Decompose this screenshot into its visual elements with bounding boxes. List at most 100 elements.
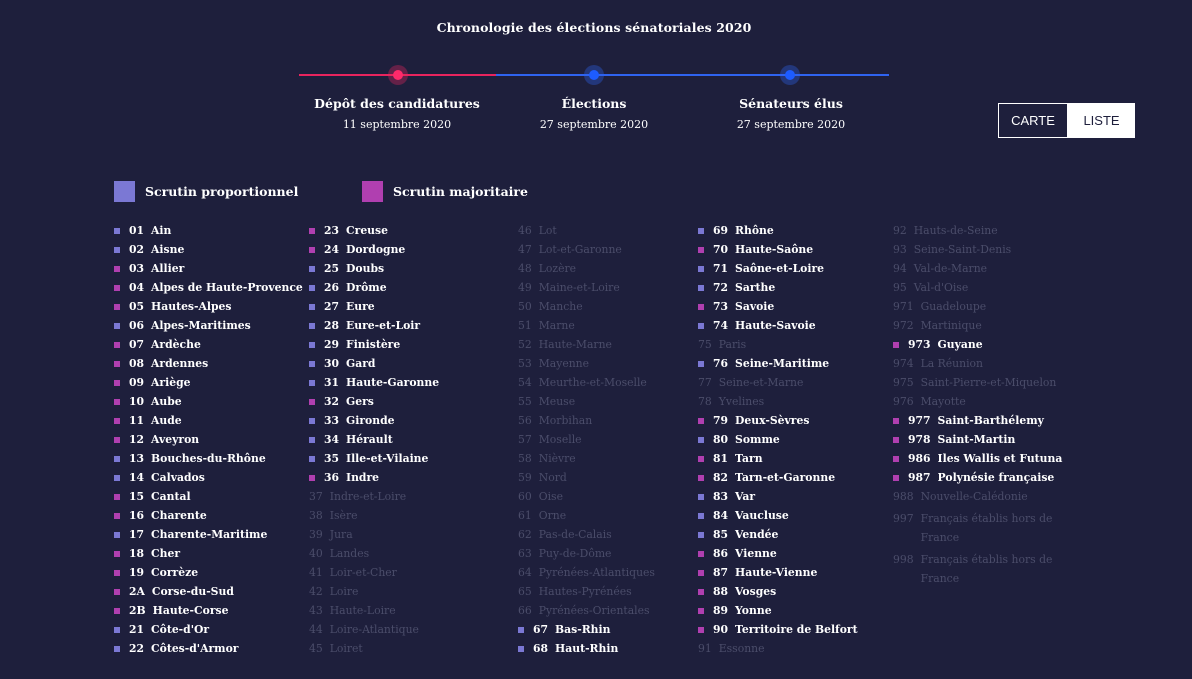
department-item[interactable]: 10 Aube: [114, 392, 303, 411]
department-item[interactable]: 87 Haute-Vienne: [698, 563, 858, 582]
department-item[interactable]: 32 Gers: [309, 392, 439, 411]
department-item[interactable]: 13 Bouches-du-Rhône: [114, 449, 303, 468]
department-item[interactable]: 62 Pas-de-Calais: [518, 525, 655, 544]
department-item[interactable]: 89 Yonne: [698, 601, 858, 620]
department-item[interactable]: 30 Gard: [309, 354, 439, 373]
department-item[interactable]: 29 Finistère: [309, 335, 439, 354]
department-item[interactable]: 43 Haute-Loire: [309, 601, 439, 620]
department-item[interactable]: 91 Essonne: [698, 639, 858, 658]
department-item[interactable]: 77 Seine-et-Marne: [698, 373, 858, 392]
department-item[interactable]: 86 Vienne: [698, 544, 858, 563]
department-item[interactable]: 74 Haute-Savoie: [698, 316, 858, 335]
department-item[interactable]: 19 Corrèze: [114, 563, 303, 582]
department-item[interactable]: 02 Aisne: [114, 240, 303, 259]
department-item[interactable]: 971 Guadeloupe: [893, 297, 1062, 316]
department-item[interactable]: 976 Mayotte: [893, 392, 1062, 411]
department-item[interactable]: 85 Vendée: [698, 525, 858, 544]
department-item[interactable]: 46 Lot: [518, 221, 655, 240]
department-item[interactable]: 11 Aude: [114, 411, 303, 430]
department-item[interactable]: 80 Somme: [698, 430, 858, 449]
department-item[interactable]: 26 Drôme: [309, 278, 439, 297]
department-item[interactable]: 71 Saône-et-Loire: [698, 259, 858, 278]
department-item[interactable]: 12 Aveyron: [114, 430, 303, 449]
department-item[interactable]: 36 Indre: [309, 468, 439, 487]
department-item[interactable]: 78 Yvelines: [698, 392, 858, 411]
department-item[interactable]: 42 Loire: [309, 582, 439, 601]
department-item[interactable]: 974 La Réunion: [893, 354, 1062, 373]
department-item[interactable]: 01 Ain: [114, 221, 303, 240]
department-item[interactable]: 998 Français établis hors de France: [893, 547, 1062, 588]
department-item[interactable]: 47 Lot-et-Garonne: [518, 240, 655, 259]
department-item[interactable]: 70 Haute-Saône: [698, 240, 858, 259]
department-item[interactable]: 82 Tarn-et-Garonne: [698, 468, 858, 487]
department-item[interactable]: 81 Tarn: [698, 449, 858, 468]
department-item[interactable]: 977 Saint-Barthélemy: [893, 411, 1062, 430]
department-item[interactable]: 24 Dordogne: [309, 240, 439, 259]
department-item[interactable]: 95 Val-d'Oise: [893, 278, 1062, 297]
department-item[interactable]: 38 Isère: [309, 506, 439, 525]
department-item[interactable]: 51 Marne: [518, 316, 655, 335]
department-item[interactable]: 988 Nouvelle-Calédonie: [893, 487, 1062, 506]
department-item[interactable]: 90 Territoire de Belfort: [698, 620, 858, 639]
department-item[interactable]: 44 Loire-Atlantique: [309, 620, 439, 639]
department-item[interactable]: 06 Alpes-Maritimes: [114, 316, 303, 335]
department-item[interactable]: 05 Hautes-Alpes: [114, 297, 303, 316]
department-item[interactable]: 35 Ille-et-Vilaine: [309, 449, 439, 468]
department-item[interactable]: 07 Ardèche: [114, 335, 303, 354]
department-item[interactable]: 79 Deux-Sèvres: [698, 411, 858, 430]
department-item[interactable]: 48 Lozère: [518, 259, 655, 278]
department-item[interactable]: 72 Sarthe: [698, 278, 858, 297]
department-item[interactable]: 88 Vosges: [698, 582, 858, 601]
department-item[interactable]: 41 Loir-et-Cher: [309, 563, 439, 582]
department-item[interactable]: 45 Loiret: [309, 639, 439, 658]
department-item[interactable]: 16 Charente: [114, 506, 303, 525]
department-item[interactable]: 67 Bas-Rhin: [518, 620, 655, 639]
department-item[interactable]: 50 Manche: [518, 297, 655, 316]
department-item[interactable]: 64 Pyrénées-Atlantiques: [518, 563, 655, 582]
department-item[interactable]: 975 Saint-Pierre-et-Miquelon: [893, 373, 1062, 392]
department-item[interactable]: 31 Haute-Garonne: [309, 373, 439, 392]
department-item[interactable]: 33 Gironde: [309, 411, 439, 430]
department-item[interactable]: 39 Jura: [309, 525, 439, 544]
department-item[interactable]: 65 Hautes-Pyrénées: [518, 582, 655, 601]
department-item[interactable]: 14 Calvados: [114, 468, 303, 487]
department-item[interactable]: 73 Savoie: [698, 297, 858, 316]
department-item[interactable]: 40 Landes: [309, 544, 439, 563]
department-item[interactable]: 92 Hauts-de-Seine: [893, 221, 1062, 240]
department-item[interactable]: 63 Puy-de-Dôme: [518, 544, 655, 563]
department-item[interactable]: 28 Eure-et-Loir: [309, 316, 439, 335]
department-item[interactable]: 25 Doubs: [309, 259, 439, 278]
department-item[interactable]: 66 Pyrénées-Orientales: [518, 601, 655, 620]
department-item[interactable]: 68 Haut-Rhin: [518, 639, 655, 658]
department-item[interactable]: 978 Saint-Martin: [893, 430, 1062, 449]
department-item[interactable]: 2A Corse-du-Sud: [114, 582, 303, 601]
department-item[interactable]: 972 Martinique: [893, 316, 1062, 335]
department-item[interactable]: 21 Côte-d'Or: [114, 620, 303, 639]
department-item[interactable]: 59 Nord: [518, 468, 655, 487]
department-item[interactable]: 49 Maine-et-Loire: [518, 278, 655, 297]
department-item[interactable]: 61 Orne: [518, 506, 655, 525]
department-item[interactable]: 37 Indre-et-Loire: [309, 487, 439, 506]
department-item[interactable]: 15 Cantal: [114, 487, 303, 506]
department-item[interactable]: 34 Hérault: [309, 430, 439, 449]
department-item[interactable]: 27 Eure: [309, 297, 439, 316]
department-item[interactable]: 84 Vaucluse: [698, 506, 858, 525]
department-item[interactable]: 03 Allier: [114, 259, 303, 278]
department-item[interactable]: 83 Var: [698, 487, 858, 506]
department-item[interactable]: 09 Ariège: [114, 373, 303, 392]
carte-button[interactable]: CARTE: [998, 103, 1068, 138]
department-item[interactable]: 56 Morbihan: [518, 411, 655, 430]
department-item[interactable]: 57 Moselle: [518, 430, 655, 449]
department-item[interactable]: 2B Haute-Corse: [114, 601, 303, 620]
department-item[interactable]: 60 Oise: [518, 487, 655, 506]
department-item[interactable]: 973 Guyane: [893, 335, 1062, 354]
liste-button[interactable]: LISTE: [1068, 103, 1135, 138]
department-item[interactable]: 23 Creuse: [309, 221, 439, 240]
department-item[interactable]: 54 Meurthe-et-Moselle: [518, 373, 655, 392]
department-item[interactable]: 17 Charente-Maritime: [114, 525, 303, 544]
department-item[interactable]: 93 Seine-Saint-Denis: [893, 240, 1062, 259]
department-item[interactable]: 997 Français établis hors de France: [893, 506, 1062, 547]
department-item[interactable]: 94 Val-de-Marne: [893, 259, 1062, 278]
department-item[interactable]: 58 Nièvre: [518, 449, 655, 468]
department-item[interactable]: 04 Alpes de Haute-Provence: [114, 278, 303, 297]
